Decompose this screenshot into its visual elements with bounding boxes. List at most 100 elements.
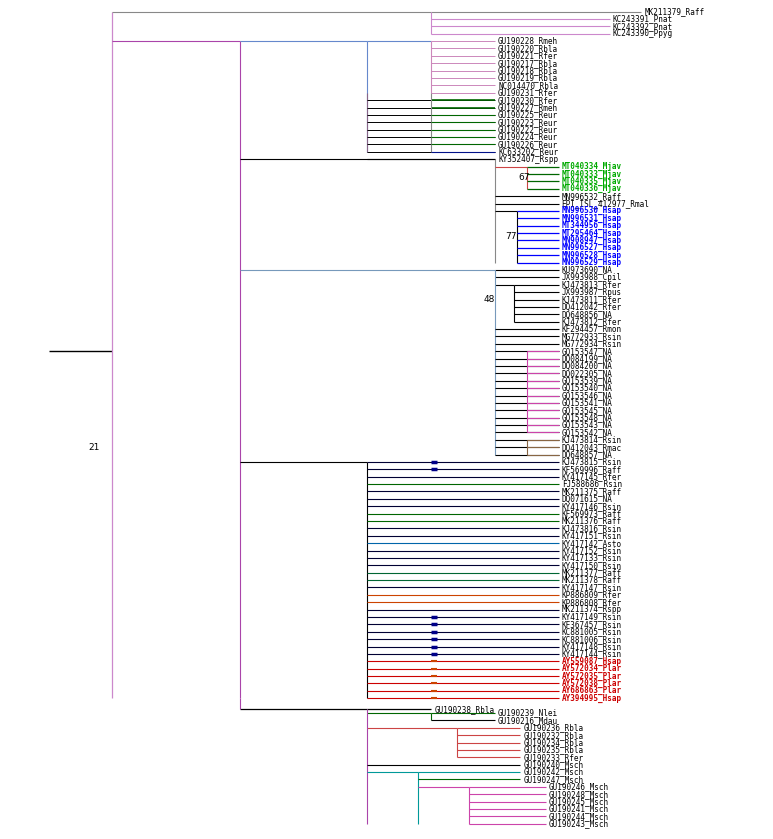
Text: GU190238_Rbla: GU190238_Rbla xyxy=(434,705,495,714)
Text: GU190222_Reur: GU190222_Reur xyxy=(498,125,558,134)
Text: GU190230_Rfer: GU190230_Rfer xyxy=(498,96,558,105)
Text: KY417148_Rsin: KY417148_Rsin xyxy=(562,642,621,651)
Text: MT344956_Hsap: MT344956_Hsap xyxy=(562,221,621,230)
Text: KF569996_Raff: KF569996_Raff xyxy=(562,465,621,474)
Text: MK211374_Rspp: MK211374_Rspp xyxy=(562,605,621,614)
Text: KY417145_Rfer: KY417145_Rfer xyxy=(562,472,621,482)
Text: KY417151_Rsin: KY417151_Rsin xyxy=(562,531,621,540)
Text: MK211375_Raff: MK211375_Raff xyxy=(562,487,621,496)
Text: MN996531_Hsap: MN996531_Hsap xyxy=(562,214,621,223)
Text: GU190242_Msch: GU190242_Msch xyxy=(523,768,584,777)
Text: MN908947_Hsap: MN908947_Hsap xyxy=(562,236,621,245)
Text: GU190239_Nlei: GU190239_Nlei xyxy=(498,708,558,717)
Text: JX993987_Rpus: JX993987_Rpus xyxy=(562,288,621,297)
Text: GU190240_Msch: GU190240_Msch xyxy=(523,760,584,769)
Text: GU190228_Rmeh: GU190228_Rmeh xyxy=(498,37,558,45)
Text: AY686863_Plar: AY686863_Plar xyxy=(562,686,621,696)
Text: KC243391_Pnat: KC243391_Pnat xyxy=(613,14,673,23)
Text: GU190244_Msch: GU190244_Msch xyxy=(549,812,609,821)
Text: GQ153546_NA: GQ153546_NA xyxy=(562,391,613,400)
Text: KY417149_Rsin: KY417149_Rsin xyxy=(562,612,621,622)
Text: MT040335_Mjav: MT040335_Mjav xyxy=(562,177,621,186)
Text: GU190226_Reur: GU190226_Reur xyxy=(498,140,558,149)
Text: KU973690_NA: KU973690_NA xyxy=(562,265,613,274)
Text: GU190220_Rbla: GU190220_Rbla xyxy=(498,44,558,53)
Text: KC633202_Reur: KC633202_Reur xyxy=(498,148,558,156)
Text: EPI_ISL_412977_Rmal: EPI_ISL_412977_Rmal xyxy=(562,199,649,208)
Text: GQ153541_NA: GQ153541_NA xyxy=(562,399,613,408)
Text: MK211376_Raff: MK211376_Raff xyxy=(562,517,621,525)
Text: MN996527_Hsap: MN996527_Hsap xyxy=(562,243,621,253)
Text: KY352407_Rspp: KY352407_Rspp xyxy=(498,154,558,164)
Text: GU190232_Rbla: GU190232_Rbla xyxy=(523,731,584,740)
Text: 77: 77 xyxy=(506,232,517,242)
Text: GU190224_Reur: GU190224_Reur xyxy=(498,133,558,142)
Text: GU190236_Rbla: GU190236_Rbla xyxy=(523,723,584,732)
Text: GU190247_Msch: GU190247_Msch xyxy=(523,775,584,784)
Text: DQ022305_NA: DQ022305_NA xyxy=(562,369,613,378)
Text: MT040334_Mjav: MT040334_Mjav xyxy=(562,162,621,171)
Text: DQ648857_NA: DQ648857_NA xyxy=(562,450,613,459)
Text: GU190225_Reur: GU190225_Reur xyxy=(498,111,558,119)
Text: AY559087_Hsap: AY559087_Hsap xyxy=(562,657,621,666)
Text: KY417142_Asto: KY417142_Asto xyxy=(562,539,621,548)
Text: KY417147_Rsin: KY417147_Rsin xyxy=(562,583,621,592)
Text: DQ412042_Rfer: DQ412042_Rfer xyxy=(562,302,621,311)
Text: GU190217_Rbla: GU190217_Rbla xyxy=(498,59,558,68)
Text: GU190216_Mdau: GU190216_Mdau xyxy=(498,716,558,725)
Text: MN996529_Hsap: MN996529_Hsap xyxy=(562,258,621,267)
Text: GQ153542_NA: GQ153542_NA xyxy=(562,428,613,437)
Text: AY394995_Hsap: AY394995_Hsap xyxy=(562,694,621,703)
Text: GU190218_Rbla: GU190218_Rbla xyxy=(498,66,558,76)
Text: KJ473816_Rsin: KJ473816_Rsin xyxy=(562,524,621,533)
Text: KF294457_Rmon: KF294457_Rmon xyxy=(562,325,621,334)
Text: MT295464_Hsap: MT295464_Hsap xyxy=(562,228,621,237)
Text: DQ084199_NA: DQ084199_NA xyxy=(562,354,613,363)
Text: KJ473812_Rfer: KJ473812_Rfer xyxy=(562,317,621,326)
Text: GU190219_Rbla: GU190219_Rbla xyxy=(498,74,558,82)
Text: KY417133_Rsin: KY417133_Rsin xyxy=(562,554,621,562)
Text: 67: 67 xyxy=(519,173,530,182)
Text: AY572034_Plar: AY572034_Plar xyxy=(562,664,621,673)
Text: GU190227_Rmeh: GU190227_Rmeh xyxy=(498,103,558,112)
Text: GU190246_Msch: GU190246_Msch xyxy=(549,782,609,791)
Text: DQ084200_NA: DQ084200_NA xyxy=(562,362,613,371)
Text: FJ588686_Rsin: FJ588686_Rsin xyxy=(562,480,621,488)
Text: MN996528_Hsap: MN996528_Hsap xyxy=(562,251,621,260)
Text: GU190248_Msch: GU190248_Msch xyxy=(549,789,609,799)
Text: GQ153547_NA: GQ153547_NA xyxy=(562,347,613,356)
Text: MG772934_Rsin: MG772934_Rsin xyxy=(562,339,621,348)
Text: KP886809_Rfer: KP886809_Rfer xyxy=(562,591,621,599)
Text: KY417150_Rsin: KY417150_Rsin xyxy=(562,560,621,570)
Text: GU190243_Msch: GU190243_Msch xyxy=(549,819,609,828)
Text: GU190234_Rbla: GU190234_Rbla xyxy=(523,738,584,747)
Text: GU190233_Rfer: GU190233_Rfer xyxy=(523,753,584,762)
Text: MN996532_Raff: MN996532_Raff xyxy=(562,191,621,201)
Text: KF367457_Rsin: KF367457_Rsin xyxy=(562,620,621,629)
Text: KJ473815_Rsin: KJ473815_Rsin xyxy=(562,457,621,466)
Text: GQ153548_NA: GQ153548_NA xyxy=(562,413,613,422)
Text: DQ412043_Rmac: DQ412043_Rmac xyxy=(562,443,621,451)
Text: AY572038_Plar: AY572038_Plar xyxy=(562,679,621,688)
Text: KF569973_Raff: KF569973_Raff xyxy=(562,509,621,519)
Text: KJ473814_Rsin: KJ473814_Rsin xyxy=(562,435,621,445)
Text: GU190235_Rbla: GU190235_Rbla xyxy=(523,745,584,754)
Text: MK211378_Raff: MK211378_Raff xyxy=(562,576,621,585)
Text: MN996530_Hsap: MN996530_Hsap xyxy=(562,206,621,216)
Text: MK211377_Raff: MK211377_Raff xyxy=(562,568,621,577)
Text: GU190245_Msch: GU190245_Msch xyxy=(549,797,609,806)
Text: AY572035_Plar: AY572035_Plar xyxy=(562,671,621,680)
Text: KY417152_Rsin: KY417152_Rsin xyxy=(562,546,621,555)
Text: MK211379_Raff: MK211379_Raff xyxy=(645,7,705,16)
Text: JX993988_Cpil: JX993988_Cpil xyxy=(562,273,621,282)
Text: KP886808_Rfer: KP886808_Rfer xyxy=(562,597,621,607)
Text: KJ473811_Rfer: KJ473811_Rfer xyxy=(562,295,621,304)
Text: GQ153543_NA: GQ153543_NA xyxy=(562,420,613,430)
Text: KC881005_Rsin: KC881005_Rsin xyxy=(562,628,621,636)
Text: 21: 21 xyxy=(88,443,100,451)
Text: KY417144_Rsin: KY417144_Rsin xyxy=(562,649,621,659)
Text: GU190223_Reur: GU190223_Reur xyxy=(498,117,558,127)
Text: DQ071615_NA: DQ071615_NA xyxy=(562,494,613,503)
Text: DQ648856_NA: DQ648856_NA xyxy=(562,310,613,319)
Text: NC014470_Rbla: NC014470_Rbla xyxy=(498,81,558,90)
